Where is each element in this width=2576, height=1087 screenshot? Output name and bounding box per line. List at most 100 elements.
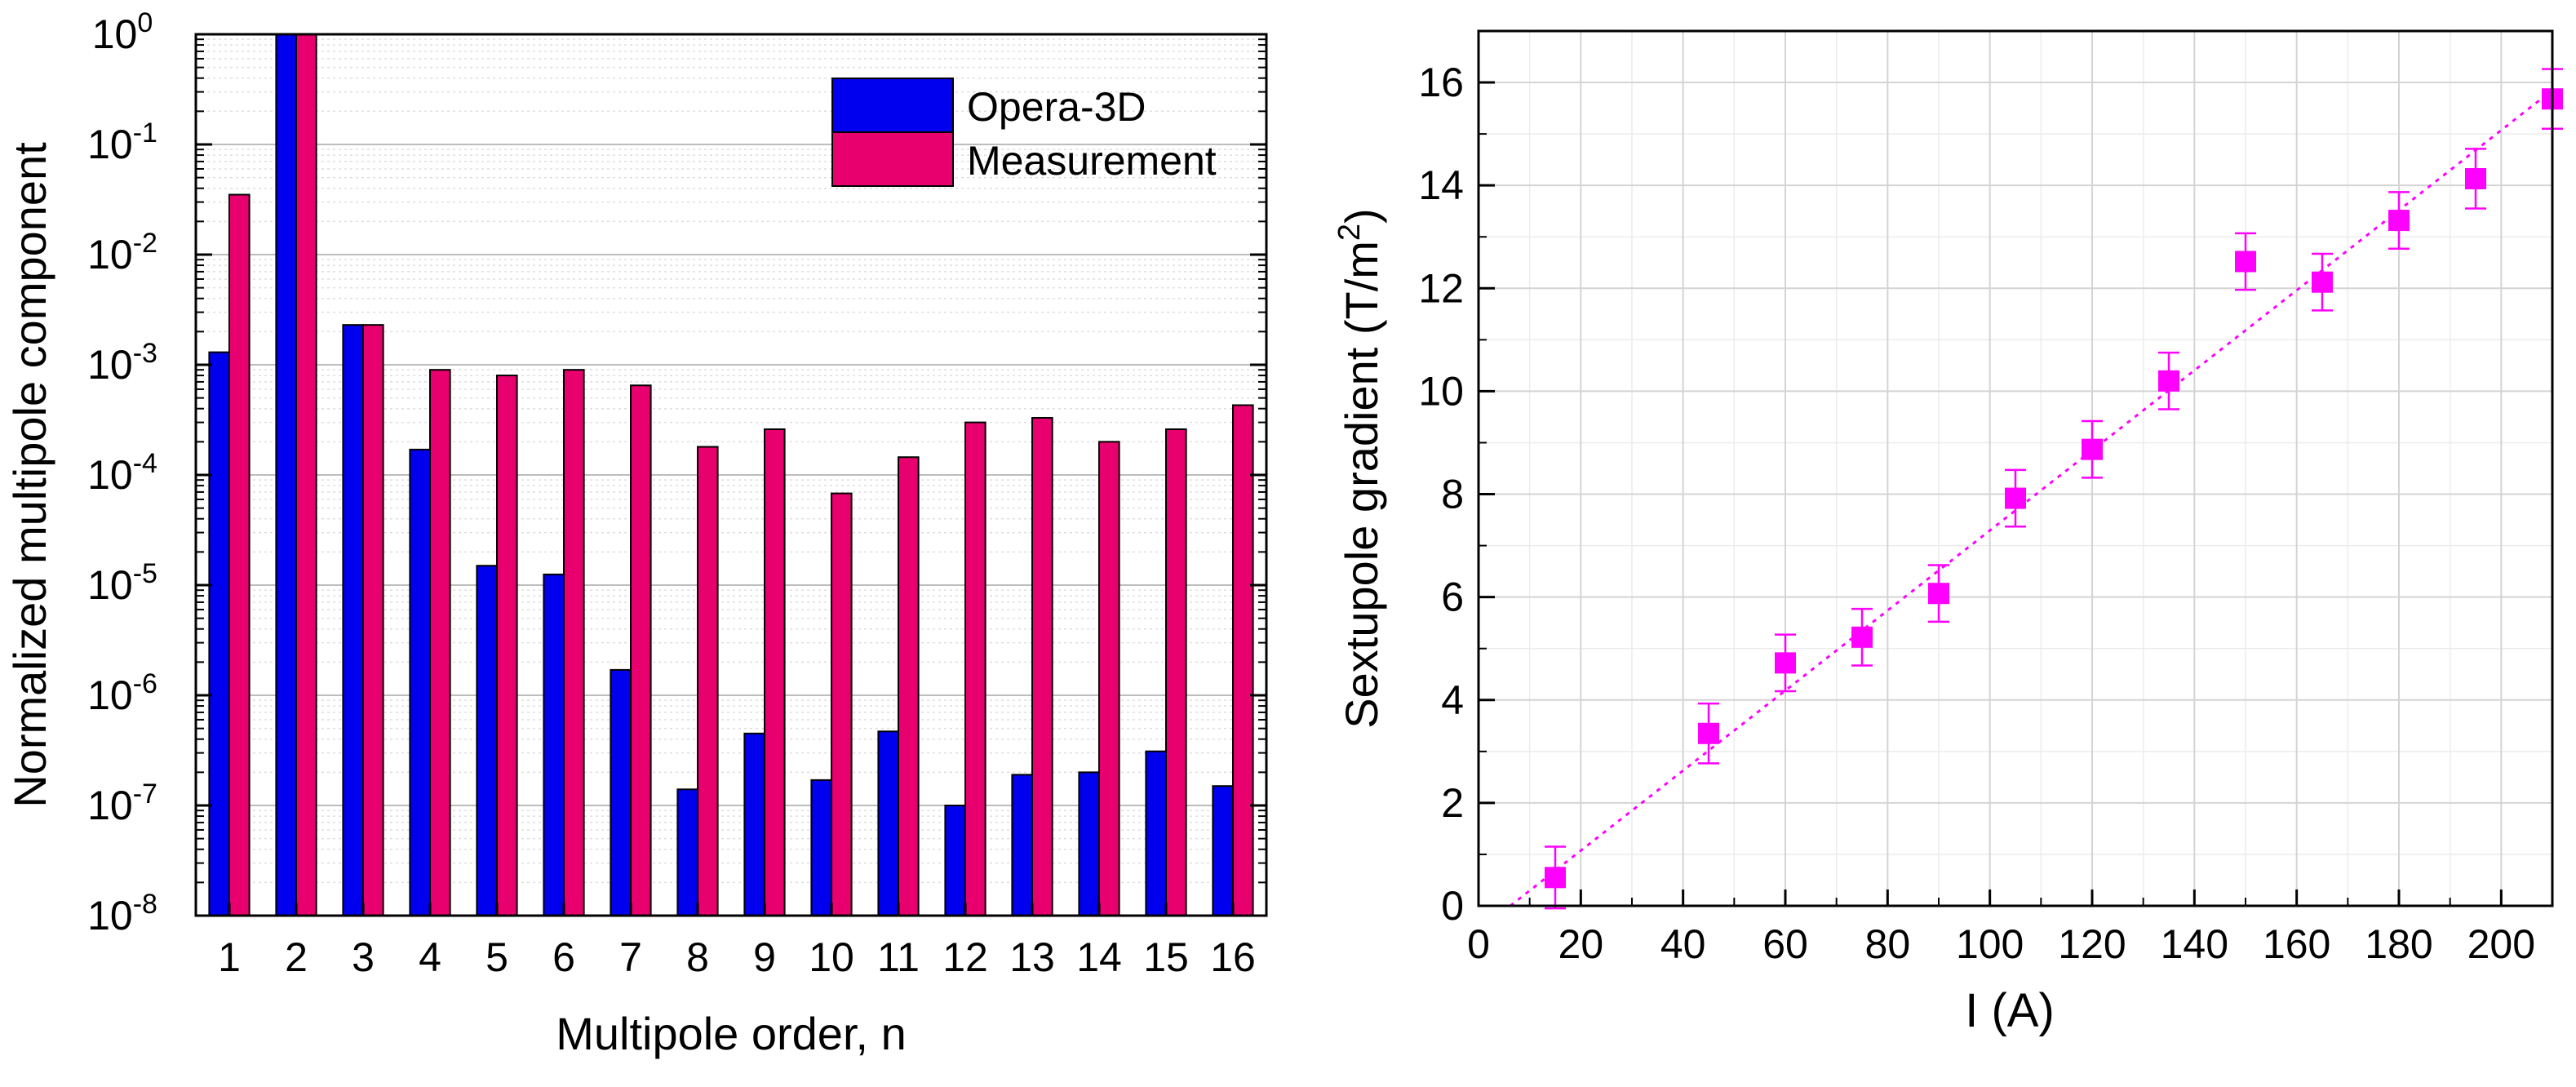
left-y-tick-label: 10-3: [87, 338, 157, 388]
bar-measurement-n7: [630, 384, 652, 916]
left-y-axis-title: Normalized multipole component: [4, 142, 55, 808]
right-grid: [1479, 31, 2552, 906]
bar-measurement-n12: [964, 421, 987, 916]
bar-measurement-n1: [228, 193, 251, 916]
left-x-tick-label: 13: [1009, 934, 1055, 980]
bar-opera-3d-n3: [342, 324, 364, 916]
left-y-tick-label: 10-8: [87, 889, 157, 938]
left-y-tick-label: 10-6: [87, 668, 157, 718]
right-y-axis-title-close: ): [1336, 208, 1387, 224]
legend: Opera-3D Measurement: [831, 78, 1217, 187]
left-x-tick-label: 8: [686, 934, 709, 980]
right-x-tick-label: 80: [1865, 921, 1911, 967]
left-x-tick-label: 4: [419, 934, 441, 980]
bar-measurement-n4: [429, 369, 451, 916]
right-y-axis-title: Sextupole gradient (T/m2): [1332, 208, 1387, 728]
right-x-tick-label: 40: [1660, 921, 1706, 967]
left-y-tick-label: 10-4: [87, 448, 157, 498]
right-y-tick-label: 6: [1441, 575, 1464, 620]
bar-opera-3d-n12: [944, 805, 967, 916]
bar-measurement-n13: [1031, 417, 1053, 916]
left-x-tick-label: 9: [753, 934, 776, 980]
data-point-180A: [2388, 210, 2410, 232]
left-x-tick-label: 16: [1210, 934, 1256, 980]
right-y-tick-label: 12: [1418, 265, 1464, 311]
right-x-tick-label: 160: [2263, 921, 2330, 967]
right-x-tick-label: 140: [2161, 921, 2228, 967]
right-y-tick-label: 10: [1418, 368, 1464, 414]
data-point-45A: [1698, 722, 1719, 744]
left-y-tick-label: 10-1: [87, 118, 157, 167]
bar-measurement-n5: [496, 375, 518, 917]
right-y-tick-label: 8: [1441, 472, 1464, 517]
bar-measurement-n8: [697, 446, 719, 916]
multipole-bar-chart: Opera-3D Measurement 10-8 10-7 10-6 10-5 10-…: [4, 7, 1268, 1059]
right-x-tick-label: 60: [1762, 921, 1808, 967]
left-y-tick-label: 10-5: [87, 558, 157, 608]
data-point-90A: [1928, 583, 1949, 605]
left-x-tick-label: 14: [1076, 934, 1122, 980]
right-plot-frame: [1477, 29, 2554, 907]
bar-measurement-n14: [1098, 441, 1120, 916]
bar-measurement-n2: [295, 33, 317, 916]
left-x-tick-label: 3: [352, 934, 375, 980]
bar-opera-3d-n9: [743, 732, 766, 916]
left-bars: [208, 33, 1254, 917]
left-x-tick-label: 5: [485, 934, 508, 980]
left-x-tick-label: 1: [218, 934, 241, 980]
bar-opera-3d-n10: [810, 779, 833, 917]
data-point-105A: [2005, 487, 2026, 509]
right-x-tick-label: 120: [2058, 921, 2126, 967]
left-x-tick-label: 2: [285, 934, 308, 980]
right-x-tick-label: 200: [2467, 921, 2535, 967]
right-data-points: [1545, 68, 2563, 910]
right-axis-ticks: 0 20 40 60 80 100 120 140 160 180 200 0 2 4 6 8 10 12 14 16: [1418, 60, 2535, 967]
bar-opera-3d-n13: [1011, 774, 1034, 917]
legend-swatch-measurement: [831, 131, 954, 187]
right-y-axis-title-main: Sextupole gradient (T/m: [1336, 241, 1387, 729]
right-y-tick-label: 16: [1418, 60, 1464, 105]
legend-label-opera-3d: Opera-3D: [967, 84, 1146, 130]
sextupole-gradient-chart: 0 20 40 60 80 100 120 140 160 180 200 0 2 4 6 8 10 12 14 16…: [1332, 29, 2563, 1037]
bar-measurement-n15: [1165, 428, 1187, 916]
left-x-tick-label: 6: [552, 934, 575, 980]
bar-opera-3d-n4: [409, 448, 431, 916]
bar-measurement-n16: [1232, 404, 1254, 916]
bar-opera-3d-n7: [610, 668, 632, 916]
data-point-60A: [1775, 652, 1796, 674]
bar-opera-3d-n5: [476, 565, 499, 916]
bar-measurement-n11: [898, 456, 920, 916]
bar-measurement-n3: [362, 324, 384, 916]
right-y-tick-label: 4: [1441, 677, 1464, 723]
data-point-15A: [1545, 867, 1566, 889]
left-x-tick-label: 11: [877, 934, 920, 980]
bar-opera-3d-n15: [1145, 750, 1168, 917]
left-y-tick-label: 100: [92, 7, 153, 57]
bar-opera-3d-n14: [1078, 771, 1101, 917]
left-y-tick-label: 10-2: [87, 228, 157, 277]
right-y-axis-title-sup: 2: [1332, 224, 1367, 241]
right-y-tick-label: 2: [1441, 780, 1464, 826]
data-point-135A: [2158, 370, 2179, 392]
bar-measurement-n9: [764, 428, 786, 916]
bar-opera-3d-n8: [676, 788, 699, 916]
bar-opera-3d-n6: [543, 573, 565, 917]
bar-measurement-n10: [831, 492, 853, 916]
data-point-120A: [2082, 438, 2103, 460]
right-x-axis-title: I (A): [1965, 984, 2055, 1037]
bar-opera-3d-n16: [1212, 785, 1235, 916]
legend-label-measurement: Measurement: [967, 138, 1217, 184]
left-x-tick-label: 12: [942, 934, 988, 980]
data-point-75A: [1851, 626, 1873, 648]
right-x-tick-label: 0: [1467, 921, 1490, 967]
data-point-195A: [2465, 167, 2486, 189]
right-x-tick-label: 180: [2365, 921, 2432, 967]
right-y-tick-label: 0: [1441, 883, 1464, 929]
data-point-150A: [2235, 251, 2256, 273]
bar-opera-3d-n1: [208, 351, 230, 916]
legend-swatch-opera-3d: [831, 78, 954, 133]
data-point-165A: [2312, 271, 2333, 293]
right-y-tick-label: 14: [1418, 162, 1464, 208]
